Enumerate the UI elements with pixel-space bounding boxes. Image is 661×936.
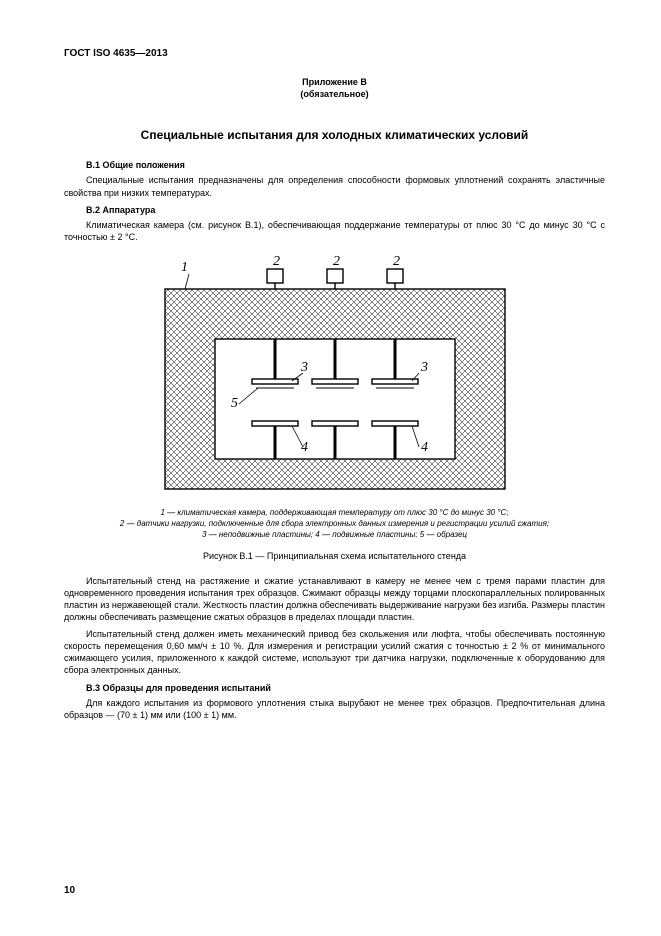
legend-line-3: 3 — неподвижные пластины; 4 — подвижные … <box>202 530 467 539</box>
legend-line-2: 2 — датчики нагрузки, подключенные для с… <box>120 519 549 528</box>
page-number: 10 <box>64 885 75 896</box>
page: ГОСТ ISO 4635—2013 Приложение В (обязате… <box>0 0 661 936</box>
section-b1-heading: В.1 Общие положения <box>64 160 605 170</box>
section-b3-heading: В.3 Образцы для проведения испытаний <box>64 683 605 693</box>
after-figure-paragraph-2: Испытательный стенд должен иметь механич… <box>64 628 605 677</box>
document-id: ГОСТ ISO 4635—2013 <box>64 48 605 59</box>
svg-text:4: 4 <box>421 440 428 455</box>
annex-status: (обязательное) <box>64 89 605 101</box>
legend-line-1: 1 — климатическая камера, поддерживающая… <box>160 508 508 517</box>
svg-text:5: 5 <box>231 396 238 411</box>
figure-b1-svg: 1 2 2 2 3 3 4 4 5 <box>135 251 535 501</box>
svg-text:3: 3 <box>420 360 428 375</box>
svg-text:2: 2 <box>393 254 400 269</box>
section-b1-paragraph: Специальные испытания предназначены для … <box>64 174 605 198</box>
annex-header: Приложение В (обязательное) <box>64 77 605 100</box>
section-b2-paragraph: Климатическая камера (см. рисунок В.1), … <box>64 219 605 243</box>
figure-caption: Рисунок В.1 — Принципиальная схема испыт… <box>64 551 605 561</box>
figure-legend: 1 — климатическая камера, поддерживающая… <box>64 507 605 541</box>
after-figure-paragraph-1: Испытательный стенд на растяжение и сжат… <box>64 575 605 624</box>
main-title: Специальные испытания для холодных клима… <box>64 128 605 142</box>
svg-text:2: 2 <box>273 254 280 269</box>
annex-label: Приложение В <box>64 77 605 89</box>
section-b2-heading: В.2 Аппаратура <box>64 205 605 215</box>
section-b3-paragraph: Для каждого испытания из формового уплот… <box>64 697 605 721</box>
svg-text:2: 2 <box>333 254 340 269</box>
figure-b1: 1 2 2 2 3 3 4 4 5 <box>135 251 535 501</box>
svg-text:3: 3 <box>300 360 308 375</box>
svg-text:1: 1 <box>181 260 188 275</box>
svg-text:4: 4 <box>301 440 308 455</box>
